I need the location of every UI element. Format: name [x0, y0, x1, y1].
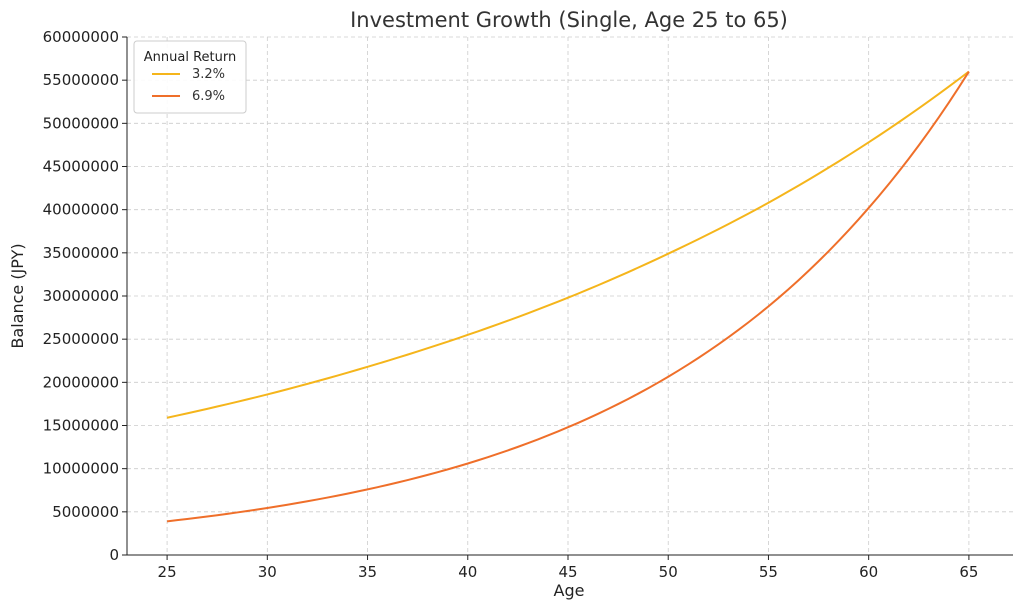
- series-lines: [166, 70, 970, 523]
- legend: Annual Return 3.2% 6.9%: [133, 40, 247, 114]
- x-tick-label: 55: [759, 563, 778, 581]
- legend-items: 3.2% 6.9%: [152, 67, 225, 104]
- y-tick-label: 5000000: [52, 503, 119, 521]
- y-tick-label: 55000000: [43, 71, 119, 89]
- y-axis-label: Balance (JPY): [8, 243, 27, 348]
- chart-title: Investment Growth (Single, Age 25 to 65): [350, 8, 788, 32]
- legend-item: 6.9%: [152, 89, 225, 104]
- x-tick-label: 65: [959, 563, 978, 581]
- legend-label: 3.2%: [192, 67, 225, 82]
- x-tick-label: 40: [458, 563, 477, 581]
- y-tick-label: 20000000: [43, 373, 119, 391]
- y-tick-labels: 0 5000000 10000000 15000000 20000000 25000000…: [43, 28, 119, 564]
- y-tick-label: 35000000: [43, 244, 119, 262]
- x-axis-label: Age: [554, 581, 585, 600]
- y-tick-label: 0: [109, 546, 119, 564]
- y-tick-label: 60000000: [43, 28, 119, 46]
- x-tick-label: 30: [258, 563, 277, 581]
- legend-label: 6.9%: [192, 89, 225, 104]
- x-tick-labels: 25 30 35 40 45 50 55 60 65: [158, 563, 979, 581]
- x-tick-label: 60: [859, 563, 878, 581]
- x-tick-label: 50: [659, 563, 678, 581]
- axes: [122, 36, 1013, 560]
- y-tick-label: 10000000: [43, 460, 119, 478]
- y-tick-label: 45000000: [43, 158, 119, 176]
- x-tick-label: 45: [558, 563, 577, 581]
- y-tick-label: 40000000: [43, 201, 119, 219]
- y-tick-label: 25000000: [43, 330, 119, 348]
- y-tick-label: 50000000: [43, 114, 119, 132]
- legend-title: Annual Return: [144, 50, 236, 65]
- x-tick-label: 25: [158, 563, 177, 581]
- x-tick-label: 35: [358, 563, 377, 581]
- legend-item: 3.2%: [152, 67, 225, 82]
- y-tick-label: 30000000: [43, 287, 119, 305]
- y-tick-label: 15000000: [43, 417, 119, 435]
